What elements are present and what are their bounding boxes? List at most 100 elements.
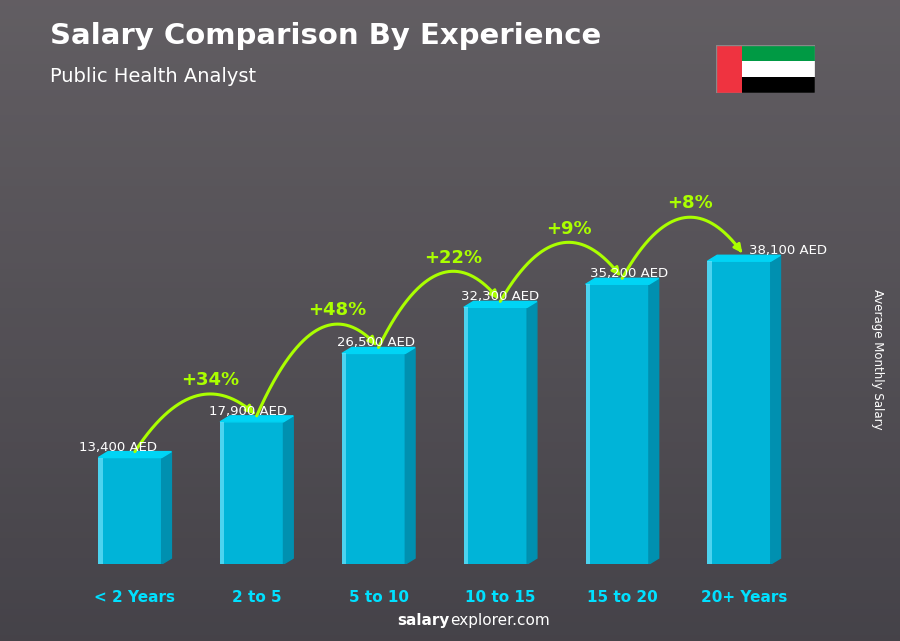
Bar: [0, 468, 900, 474]
Text: 2 to 5: 2 to 5: [232, 590, 282, 604]
Bar: [0, 628, 900, 635]
Polygon shape: [527, 301, 537, 564]
Bar: [342, 353, 346, 564]
Bar: [716, 61, 814, 77]
Polygon shape: [98, 452, 171, 458]
Text: +8%: +8%: [667, 194, 713, 212]
Bar: [0, 442, 900, 449]
Bar: [0, 58, 900, 64]
Bar: [0, 109, 900, 115]
Bar: [0, 135, 900, 141]
Bar: [0, 487, 900, 494]
Bar: [0, 13, 900, 19]
Polygon shape: [707, 255, 780, 262]
Text: +34%: +34%: [181, 371, 239, 389]
Bar: [0, 526, 900, 532]
Text: < 2 Years: < 2 Years: [94, 590, 176, 604]
Bar: [0, 385, 900, 391]
Bar: [0, 45, 900, 51]
Bar: [0, 231, 900, 237]
Bar: [0, 147, 900, 154]
Bar: [0, 436, 900, 442]
Text: 13,400 AED: 13,400 AED: [0, 640, 1, 641]
Bar: [0, 276, 900, 282]
Bar: [0, 128, 900, 135]
Bar: [586, 285, 649, 564]
Bar: [98, 458, 103, 564]
Text: Salary Comparison By Experience: Salary Comparison By Experience: [50, 22, 601, 51]
Bar: [0, 455, 900, 462]
Text: 32,300 AED: 32,300 AED: [0, 640, 1, 641]
Text: 17,900 AED: 17,900 AED: [209, 405, 287, 418]
Bar: [0, 51, 900, 58]
Bar: [0, 538, 900, 545]
Text: 26,500 AED: 26,500 AED: [338, 337, 415, 349]
Bar: [0, 199, 900, 205]
Bar: [0, 558, 900, 564]
Bar: [0, 244, 900, 250]
Bar: [0, 513, 900, 519]
Bar: [0, 359, 900, 365]
Bar: [0, 346, 900, 353]
Polygon shape: [220, 416, 293, 422]
Bar: [0, 71, 900, 77]
Polygon shape: [649, 278, 659, 564]
Bar: [0, 327, 900, 333]
Bar: [464, 307, 468, 564]
Bar: [0, 378, 900, 385]
Bar: [0, 615, 900, 622]
Bar: [0, 250, 900, 256]
Bar: [0, 26, 900, 32]
Bar: [0, 462, 900, 468]
Text: salary: salary: [398, 613, 450, 628]
Bar: [0, 564, 900, 570]
Bar: [0, 218, 900, 224]
Bar: [707, 262, 770, 564]
Polygon shape: [770, 255, 780, 564]
Bar: [0, 269, 900, 276]
Text: 15 to 20: 15 to 20: [587, 590, 658, 604]
Bar: [0, 288, 900, 295]
Bar: [0, 417, 900, 423]
Bar: [0, 64, 900, 71]
Text: 10 to 15: 10 to 15: [465, 590, 536, 604]
Bar: [220, 422, 224, 564]
Bar: [0, 519, 900, 526]
Bar: [0, 365, 900, 372]
Bar: [0, 570, 900, 577]
Text: 38,100 AED: 38,100 AED: [749, 244, 827, 257]
Bar: [0, 167, 900, 173]
Bar: [0, 83, 900, 90]
Bar: [0, 186, 900, 192]
Bar: [0, 301, 900, 308]
Text: 13,400 AED: 13,400 AED: [79, 440, 157, 454]
Bar: [0, 179, 900, 186]
Bar: [0, 205, 900, 212]
Bar: [0, 506, 900, 513]
Bar: [0, 603, 900, 609]
Bar: [98, 458, 162, 564]
Bar: [0, 333, 900, 340]
Bar: [0, 391, 900, 397]
Bar: [0, 103, 900, 109]
Bar: [0, 404, 900, 410]
Bar: [0, 141, 900, 147]
Polygon shape: [405, 347, 415, 564]
Bar: [707, 262, 712, 564]
Bar: [0, 596, 900, 603]
Text: 38,100 AED: 38,100 AED: [0, 640, 1, 641]
Text: Average Monthly Salary: Average Monthly Salary: [871, 288, 884, 429]
Bar: [0, 320, 900, 327]
Bar: [0, 622, 900, 628]
Bar: [0, 115, 900, 122]
Bar: [464, 307, 527, 564]
Bar: [0, 551, 900, 558]
Text: 26,500 AED: 26,500 AED: [0, 640, 1, 641]
Bar: [0, 0, 900, 6]
Text: 17,900 AED: 17,900 AED: [0, 640, 1, 641]
Bar: [0, 19, 900, 26]
Text: 35,200 AED: 35,200 AED: [0, 640, 1, 641]
Text: +48%: +48%: [309, 301, 366, 319]
Bar: [586, 285, 590, 564]
Bar: [716, 77, 814, 93]
